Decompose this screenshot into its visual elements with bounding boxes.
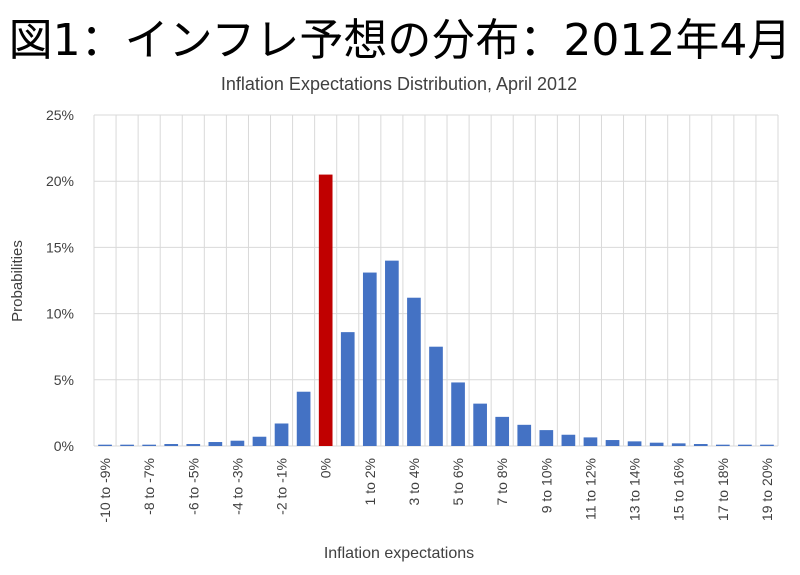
bar-8 to 9% <box>517 424 532 446</box>
y-axis-label: Probabilities <box>9 240 26 322</box>
x-tick-label: -2 to -1% <box>274 458 290 515</box>
x-tick-label: 7 to 8% <box>494 458 510 505</box>
bar-15 to 16% <box>671 443 686 446</box>
y-tick-label: 5% <box>54 372 74 388</box>
bar--5 to -4% <box>208 442 223 446</box>
bar--6 to -5% <box>186 444 201 446</box>
x-tick-label: -10 to -9% <box>97 458 113 523</box>
x-axis-label: Inflation expectations <box>324 545 474 562</box>
bar-18 to 19% <box>738 444 752 446</box>
bar-7 to 8% <box>495 416 510 446</box>
x-tick-label: 1 to 2% <box>362 458 378 505</box>
bar-14 to 15% <box>649 442 664 446</box>
bar--4 to -3% <box>230 440 245 446</box>
x-tick-label: 11 to 12% <box>582 458 598 520</box>
x-tick-label: 9 to 10% <box>538 458 554 513</box>
bar-0% <box>318 174 333 446</box>
x-tick-label: -6 to -5% <box>185 458 201 515</box>
bar--8 to -7% <box>142 444 157 446</box>
bar--2 to -1% <box>274 423 289 446</box>
x-tick-label: 0% <box>318 458 334 478</box>
bars <box>98 174 774 446</box>
bar-5 to 6% <box>451 382 465 446</box>
y-tick-label: 10% <box>46 306 74 322</box>
bar--9 to -8% <box>120 444 134 446</box>
bar-16 to 17% <box>693 444 708 446</box>
bar-2 to 3% <box>385 260 399 446</box>
x-tick-label: 19 to 20% <box>759 458 775 521</box>
bar-19 to 20% <box>760 444 774 446</box>
chart-title: Inflation Expectations Distribution, Apr… <box>221 74 577 94</box>
y-tick-label: 0% <box>54 438 74 454</box>
bar-9 to 10% <box>539 430 554 446</box>
x-tick-label: -4 to -3% <box>229 458 245 515</box>
x-tick-label: 15 to 16% <box>671 458 687 521</box>
x-tick-label: 17 to 18% <box>715 458 731 521</box>
x-tick-label: -8 to -7% <box>141 458 157 515</box>
bar--10 to -9% <box>98 444 112 446</box>
y-axis-ticks: 0% 5% 10% 15% 20% 25% <box>46 107 74 454</box>
x-tick-label: 5 to 6% <box>450 458 466 505</box>
gridlines <box>93 114 779 447</box>
bar--1 to 0% <box>296 391 311 446</box>
x-tick-label: 13 to 14% <box>627 458 643 521</box>
bar--7 to -6% <box>164 444 179 446</box>
bar-12 to 13% <box>605 440 620 446</box>
bar-6 to 7% <box>473 403 487 446</box>
x-tick-label: 3 to 4% <box>406 458 422 505</box>
y-tick-label: 20% <box>46 173 74 189</box>
bar--3 to -2% <box>252 436 267 446</box>
bar-17 to 18% <box>715 444 730 446</box>
bar-10 to 11% <box>561 434 576 446</box>
bar-3 to 4% <box>407 297 421 446</box>
y-tick-label: 25% <box>46 107 74 123</box>
bar-1 to 2% <box>362 272 377 446</box>
bar-0 to 1% <box>340 332 355 446</box>
bar-13 to 14% <box>627 441 642 446</box>
y-tick-label: 15% <box>46 239 74 255</box>
page-heading: 図1：インフレ予想の分布：2012年4月 <box>8 15 792 66</box>
bar-11 to 12% <box>583 437 598 446</box>
bar-4 to 5% <box>429 346 443 446</box>
x-axis-ticks: -10 to -9% -8 to -7% -6 to -5% -4 to -3% -2 … <box>97 458 775 523</box>
